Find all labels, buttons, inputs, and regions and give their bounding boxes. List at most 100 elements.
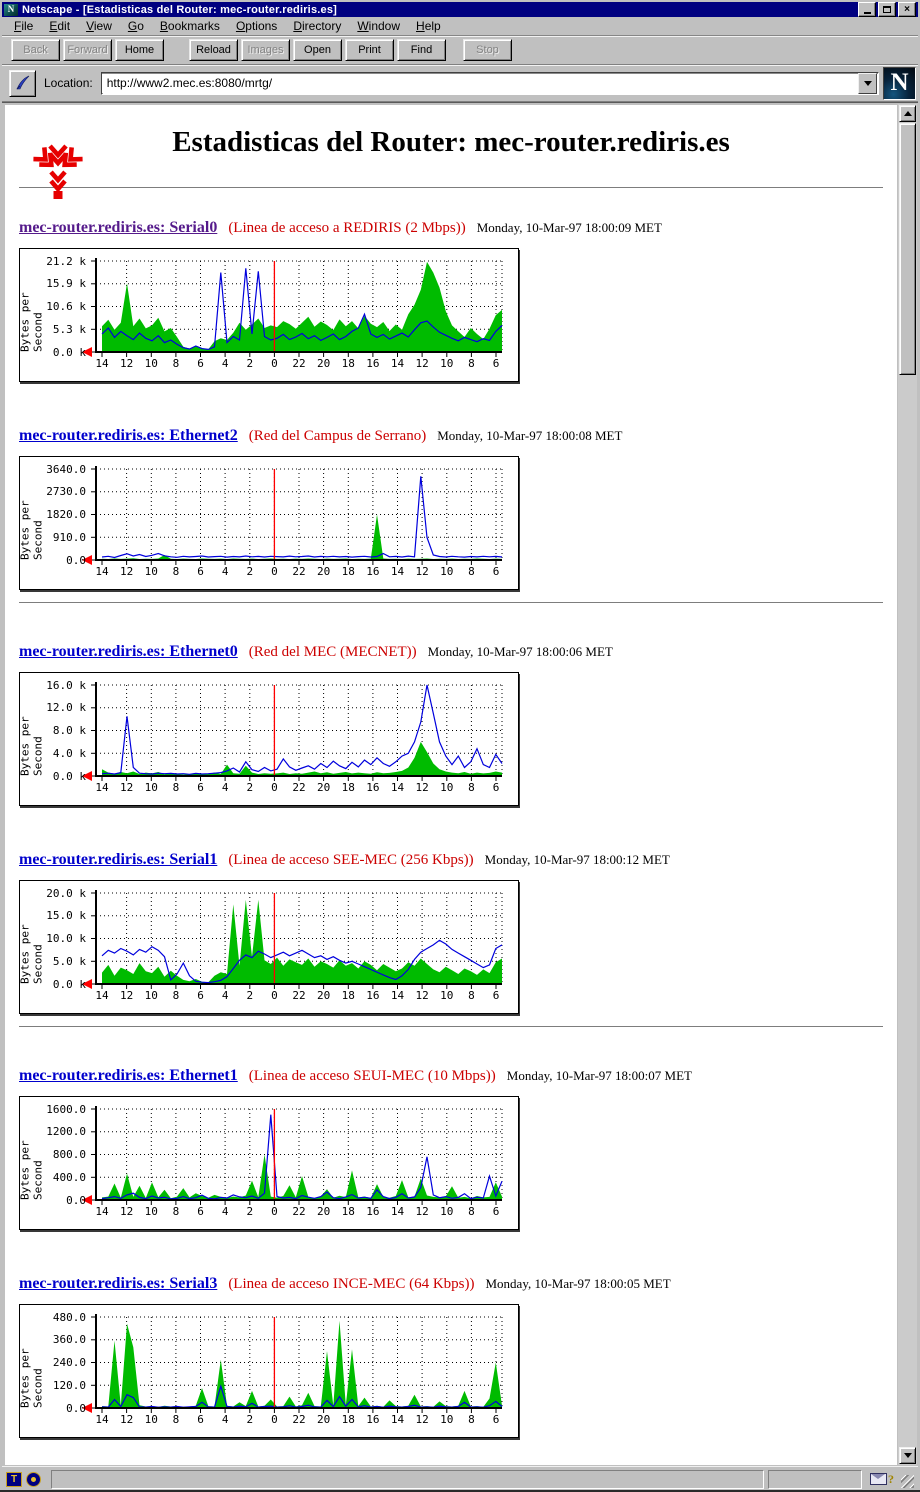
location-dropdown-button[interactable] — [858, 72, 877, 94]
menu-bar: File Edit View Go Bookmarks Options Directory W… — [2, 17, 918, 36]
menu-view[interactable]: View — [86, 19, 112, 33]
menu-help[interactable]: Help — [416, 19, 441, 33]
netscape-app-icon: N — [4, 3, 18, 16]
close-button[interactable]: × — [898, 2, 916, 17]
interface-section: mec-router.rediris.es: Serial0 (Linea de… — [17, 217, 885, 382]
y-axis-title: Bytes per Second — [18, 1140, 45, 1200]
menu-edit[interactable]: Edit — [49, 19, 71, 33]
interface-timestamp: Monday, 10-Mar-97 18:00:06 MET — [427, 644, 613, 659]
x-tick-label: 6 — [492, 565, 500, 578]
interface-description: (Red del MEC (MECNET)) — [248, 644, 417, 660]
x-tick-label: 10 — [144, 1205, 158, 1218]
toolbar-open-button[interactable]: Open — [293, 39, 342, 61]
interface-link[interactable]: mec-router.rediris.es: Serial1 — [19, 851, 218, 868]
traffic-graph-link[interactable]: 1600.0 1200.0 800.0 400.0 0.0 14 12 10 8 6 4 2 0 22 20… — [19, 1096, 519, 1230]
y-tick-label: 10.6 k — [46, 300, 86, 313]
x-tick-label: 12 — [120, 1205, 134, 1218]
menu-go[interactable]: Go — [127, 19, 144, 33]
mail-button[interactable]: ? — [870, 1472, 894, 1487]
interface-link[interactable]: mec-router.rediris.es: Serial3 — [19, 1275, 218, 1292]
horizontal-rule — [19, 1026, 883, 1029]
interface-link[interactable]: mec-router.rediris.es: Ethernet2 — [19, 427, 238, 444]
x-tick-label: 20 — [317, 565, 331, 578]
toolbar-reload-button[interactable]: Reload — [189, 39, 238, 61]
netscape-n-logo[interactable]: N — [883, 66, 916, 100]
interface-section: mec-router.rediris.es: Ethernet0 (Red de… — [17, 641, 885, 806]
maximize-button[interactable] — [878, 2, 896, 17]
x-tick-label: 6 — [197, 989, 204, 1002]
x-tick-label: 6 — [492, 989, 500, 1002]
menu-file[interactable]: File — [14, 19, 34, 33]
x-tick-label: 10 — [440, 357, 454, 370]
minimize-button[interactable] — [858, 2, 876, 17]
x-tick-label: 18 — [341, 565, 355, 578]
traffic-graph-link[interactable]: 20.0 k 15.0 k 10.0 k 5.0 k 0.0 k 14 12 10 8 6 4 2 0 2… — [19, 880, 519, 1014]
globe-icon[interactable] — [26, 1471, 41, 1487]
y-tick-label: 1820.0 — [46, 508, 86, 521]
browser-content: Estadisticas del Router: mec-router.redi… — [2, 102, 918, 1466]
resize-grip[interactable] — [901, 1475, 914, 1488]
menu-bookmarks[interactable]: Bookmarks — [159, 19, 220, 33]
y-tick-label: 400.0 — [52, 1170, 86, 1184]
x-tick-label: 10 — [144, 565, 158, 578]
toolbar-home-button[interactable]: Home — [115, 39, 164, 61]
x-tick-label: 14 — [390, 1413, 405, 1426]
globe-dot — [31, 1476, 36, 1482]
traffic-graph-link[interactable]: 3640.0 2730.0 1820.0 910.0 0.0 14 12 10 8 6 4 2 0 22 2… — [19, 456, 519, 590]
traffic-graph-link[interactable]: 480.0 360.0 240.0 120.0 0.0 14 12 10 8 6 4 2 0 22 20 18… — [19, 1304, 519, 1438]
scroll-up-button[interactable] — [899, 105, 916, 122]
page-title: Estadisticas del Router: mec-router.redi… — [172, 126, 730, 158]
y-tick-label: 0.0 — [66, 553, 86, 567]
maximize-icon — [883, 6, 891, 13]
vertical-scrollbar[interactable] — [898, 104, 917, 1465]
x-tick-label: 2 — [246, 989, 254, 1002]
x-tick-label: 14 — [95, 565, 109, 578]
interface-description: (Red del Campus de Serrano) — [248, 428, 427, 444]
x-tick-label: 14 — [95, 989, 109, 1002]
y-tick-label: 0.0 — [66, 1401, 86, 1415]
location-input[interactable] — [101, 73, 858, 93]
interface-header: mec-router.rediris.es: Serial1 (Linea de… — [19, 849, 885, 871]
y-tick-label: 0.0 — [66, 1193, 86, 1207]
x-tick-label: 22 — [292, 1413, 306, 1426]
traffic-graph-link[interactable]: 21.2 k 15.9 k 10.6 k 5.3 k 0.0 k 14 12 10 8 6 4 2 0 2… — [19, 248, 519, 382]
x-tick-label: 8 — [172, 357, 180, 370]
x-tick-label: 0 — [271, 357, 278, 370]
x-tick-label: 2 — [246, 565, 254, 578]
x-tick-label: 16 — [366, 989, 380, 1002]
interface-link[interactable]: mec-router.rediris.es: Ethernet0 — [19, 643, 238, 660]
x-tick-label: 4 — [221, 565, 229, 578]
x-tick-label: 0 — [271, 989, 278, 1002]
x-tick-label: 8 — [468, 781, 475, 794]
menu-directory[interactable]: Directory — [293, 19, 342, 33]
y-axis-title: Bytes per Second — [18, 924, 45, 984]
traffic-graph-link[interactable]: 16.0 k 12.0 k 8.0 k 4.0 k 0.0 k 14 12 10 8 6 4 2 0 22… — [19, 672, 519, 806]
t-badge-icon[interactable]: T — [6, 1471, 22, 1487]
x-tick-label: 6 — [492, 1205, 500, 1218]
y-tick-label: 120.0 — [52, 1378, 86, 1392]
interface-section: mec-router.rediris.es: Serial1 (Linea de… — [17, 849, 885, 1014]
x-tick-label: 0 — [271, 1413, 278, 1426]
x-tick-label: 12 — [120, 1413, 134, 1426]
location-label: Location: — [44, 76, 93, 90]
minimize-icon — [863, 12, 871, 14]
scroll-down-button[interactable] — [899, 1447, 916, 1464]
menu-window[interactable]: Window — [357, 19, 401, 33]
quill-bookmark-button[interactable] — [9, 69, 36, 97]
status-message-field — [51, 1469, 764, 1489]
x-tick-label: 14 — [390, 781, 405, 794]
traffic-graph: 1600.0 1200.0 800.0 400.0 0.0 14 12 10 8 6 4 2 0 22 20… — [18, 1097, 518, 1229]
status-bar: T ? — [2, 1466, 918, 1491]
interface-link[interactable]: mec-router.rediris.es: Ethernet1 — [19, 1067, 238, 1084]
toolbar-find-button[interactable]: Find — [397, 39, 446, 61]
scrollbar-thumb[interactable] — [899, 123, 916, 375]
interface-header: mec-router.rediris.es: Serial3 (Linea de… — [19, 1273, 885, 1295]
traffic-graph: 21.2 k 15.9 k 10.6 k 5.3 k 0.0 k 14 12 10 8 6 4 2 0 2… — [19, 249, 518, 381]
x-tick-label: 10 — [144, 989, 158, 1002]
interface-description: (Linea de acceso a REDIRIS (2 Mbps)) — [228, 220, 466, 236]
menu-options[interactable]: Options — [235, 19, 278, 33]
toolbar-print-button[interactable]: Print — [345, 39, 394, 61]
interface-link[interactable]: mec-router.rediris.es: Serial0 — [19, 219, 218, 236]
arrow-up-icon — [903, 111, 912, 116]
x-tick-label: 8 — [468, 565, 475, 578]
